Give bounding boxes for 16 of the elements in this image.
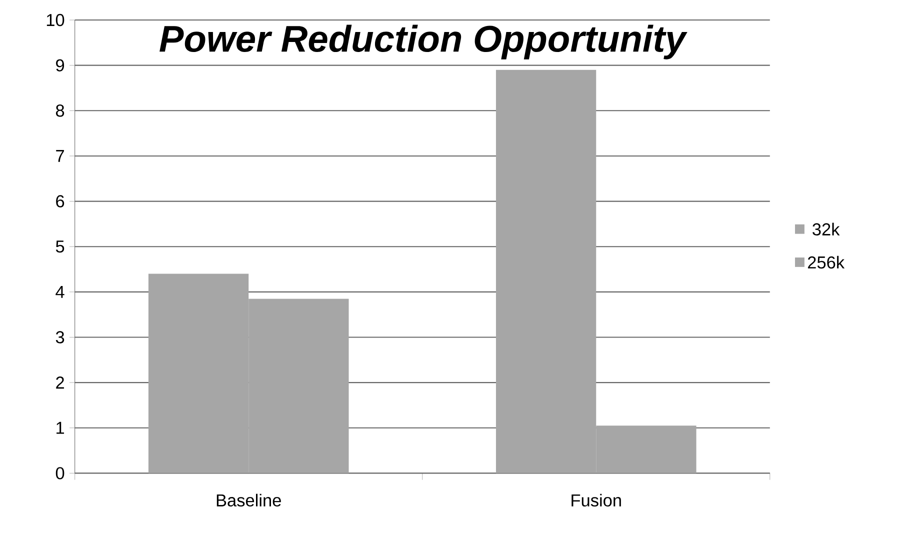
chart-title: Power Reduction Opportunity <box>160 24 688 60</box>
legend-label: 256k <box>808 256 845 269</box>
x-tick-label: Baseline <box>216 494 281 506</box>
y-tick-label: 8 <box>56 104 64 117</box>
y-tick-label: 6 <box>56 195 64 208</box>
y-tick-label: 10 <box>46 14 64 26</box>
y-tick-label: 0 <box>56 466 64 480</box>
y-tick-label: 4 <box>56 286 64 298</box>
y-tick-label: 3 <box>56 331 64 344</box>
y-tick-label: 1 <box>56 422 64 434</box>
x-tick-label: Fusion <box>572 494 621 506</box>
legend-label: 32k <box>812 222 840 236</box>
y-tick-label: 7 <box>56 150 64 162</box>
y-tick-label: 5 <box>56 240 64 253</box>
y-tick-label: 9 <box>56 59 64 72</box>
y-tick-label: 2 <box>56 376 64 389</box>
